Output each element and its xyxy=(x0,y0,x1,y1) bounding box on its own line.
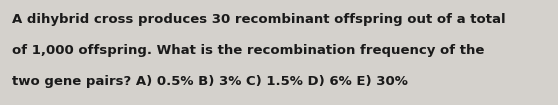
Text: of 1,000 offspring. What is the recombination frequency of the: of 1,000 offspring. What is the recombin… xyxy=(12,44,485,57)
Text: two gene pairs? A) 0.5% B) 3% C) 1.5% D) 6% E) 30%: two gene pairs? A) 0.5% B) 3% C) 1.5% D)… xyxy=(12,75,408,88)
Text: A dihybrid cross produces 30 recombinant offspring out of a total: A dihybrid cross produces 30 recombinant… xyxy=(12,13,506,26)
